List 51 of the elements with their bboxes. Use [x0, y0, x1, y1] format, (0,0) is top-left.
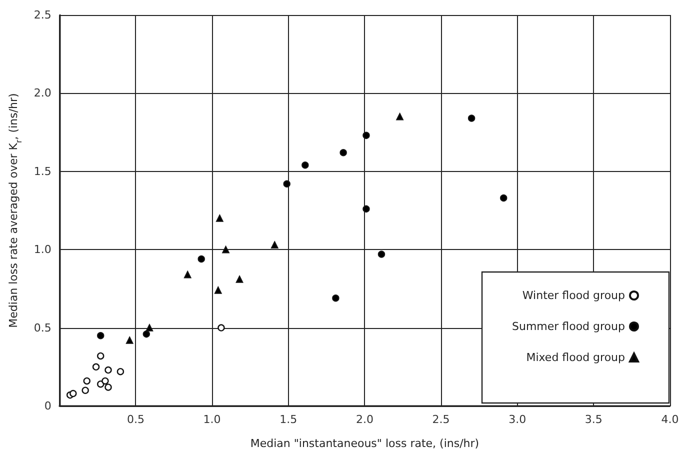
point — [198, 255, 205, 263]
point — [468, 114, 476, 122]
point — [236, 276, 244, 283]
point — [97, 352, 104, 360]
y-tick-label: 2.0 — [34, 86, 52, 100]
y-tick-label: 0 — [44, 400, 52, 412]
x-tick-label: 2.5 — [432, 413, 450, 426]
point — [102, 377, 109, 385]
legend-label: Mixed flood group — [526, 351, 626, 364]
x-tick-label: 4.0 — [661, 413, 679, 426]
point — [104, 384, 112, 391]
point — [92, 363, 100, 370]
point — [500, 194, 508, 202]
point — [83, 377, 90, 385]
point — [271, 241, 278, 249]
point — [146, 324, 154, 332]
x-tick-label: 3.0 — [508, 413, 526, 426]
y-tick-label: 2.5 — [34, 8, 52, 22]
point — [362, 132, 370, 140]
point — [216, 214, 224, 222]
x-tick-label: 0.5 — [126, 413, 144, 426]
point — [97, 332, 104, 340]
y-axis-title: Median loss rate averaged over Kr, (ins/hr) — [7, 93, 24, 328]
point — [283, 180, 290, 188]
y-tick-label: 1.5 — [34, 164, 52, 178]
point — [222, 246, 230, 254]
legend-label: Winter flood group — [522, 289, 626, 302]
y-tick-label: 1.0 — [34, 243, 52, 256]
y-tick-label: 0.5 — [34, 321, 52, 334]
point — [116, 368, 124, 376]
point — [218, 324, 225, 332]
point — [184, 271, 192, 278]
point — [362, 205, 370, 213]
x-tick-label: 3.5 — [584, 413, 602, 426]
point — [340, 149, 347, 156]
point — [126, 336, 134, 344]
x-tick-label: 1.0 — [203, 413, 221, 426]
x-tick-label: 2.0 — [356, 413, 374, 426]
point — [97, 380, 104, 388]
point — [82, 386, 89, 394]
point — [396, 113, 404, 120]
point — [142, 330, 150, 338]
point — [332, 294, 340, 302]
point — [302, 162, 309, 169]
point — [104, 366, 112, 374]
x-axis-title: Median "instantaneous" loss rate, (ins/hr) — [250, 437, 480, 450]
x-tick-label: 1.5 — [280, 413, 298, 426]
point — [70, 390, 77, 398]
legend-label: Summer flood group — [512, 320, 626, 333]
point — [214, 286, 222, 294]
point — [378, 250, 386, 258]
